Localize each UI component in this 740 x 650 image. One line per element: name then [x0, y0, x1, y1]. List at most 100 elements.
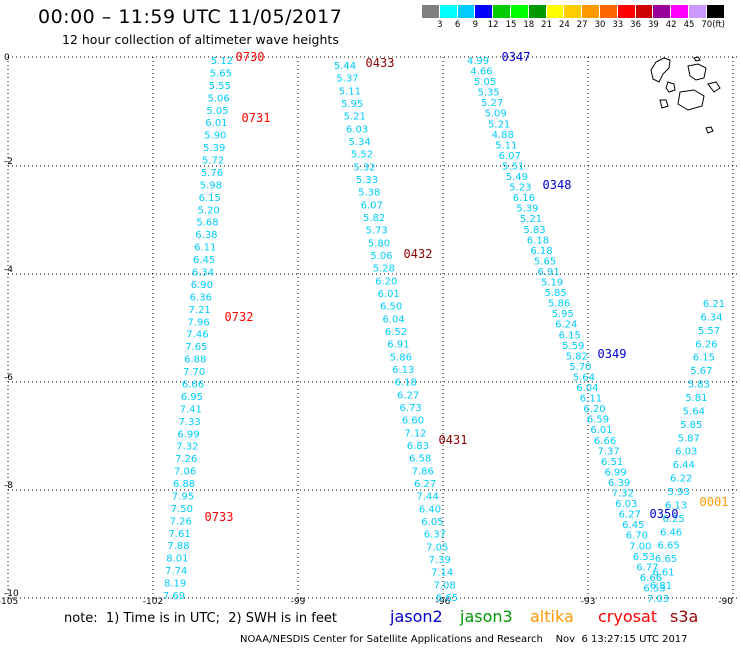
- wave-height-value: 6.91: [387, 340, 409, 351]
- wave-height-value: 7.06: [174, 467, 196, 478]
- wave-height-value: 6.36: [190, 292, 212, 303]
- wave-height-value: 5.70: [569, 362, 591, 373]
- wave-height-value: 7.26: [170, 516, 192, 527]
- y-tick-label: -2: [4, 157, 13, 167]
- legend-label: 33: [612, 20, 624, 30]
- wave-height-value: 6.90: [191, 280, 213, 291]
- wave-height-value: 5.38: [358, 188, 380, 199]
- wave-height-value: 5.35: [477, 88, 499, 99]
- wave-height-value: 7.74: [165, 566, 187, 577]
- y-tick-label: -6: [4, 373, 13, 383]
- wave-height-value: 7.12: [404, 428, 426, 439]
- legend-swatch: [564, 5, 583, 18]
- wave-height-value: 6.66: [182, 379, 204, 390]
- wave-height-value: 4.99: [467, 56, 489, 67]
- wave-height-value: 7.50: [171, 504, 193, 515]
- wave-height-value: 7.88: [167, 541, 189, 552]
- pass-label: 0433: [366, 56, 395, 70]
- wave-height-value: 7.32: [612, 489, 634, 500]
- wave-height-value: 5.28: [373, 264, 395, 275]
- wave-height-value: 6.66: [594, 436, 616, 447]
- wave-height-value: 6.59: [587, 415, 609, 426]
- map-title: 00:00 – 11:59 UTC 11/05/2017: [38, 6, 343, 28]
- wave-height-value: 6.04: [576, 383, 598, 394]
- wave-height-value: 6.01: [378, 289, 400, 300]
- wave-height-value: 6.77: [636, 562, 658, 573]
- wave-height-value: 5.68: [196, 218, 218, 229]
- wave-height-value: 6.22: [670, 474, 692, 485]
- wave-height-value: 7.00: [629, 541, 651, 552]
- wave-height-value: 7.26: [175, 454, 197, 465]
- legend-label: 3: [437, 20, 443, 30]
- wave-height-value: 5.86: [390, 352, 412, 363]
- legend-swatch: [706, 5, 725, 18]
- wave-height-value: 6.26: [695, 339, 717, 350]
- wave-height-value: 6.65: [657, 541, 679, 552]
- wave-height-value: 5.11: [495, 140, 517, 151]
- wave-height-value: 6.13: [665, 500, 687, 511]
- wave-height-value: 6.27: [397, 390, 419, 401]
- wave-height-map: -105-102-99-96-93-900-2-4-6-8-10 5.125.6…: [0, 50, 740, 605]
- wave-height-value: 5.67: [690, 366, 712, 377]
- wave-height-value: 5.65: [210, 68, 232, 79]
- wave-height-value: 6.70: [626, 531, 648, 542]
- galapagos-coastline: [650, 56, 721, 134]
- wave-height-value: 5.12: [211, 56, 233, 67]
- x-tick-label: -93: [581, 597, 596, 605]
- wave-height-value: 6.15: [559, 330, 581, 341]
- x-tick-label: -102: [143, 597, 163, 605]
- legend-swatch: [510, 5, 529, 18]
- wave-height-value: 6.15: [199, 193, 221, 204]
- legend-label: 70: [701, 20, 713, 30]
- wave-height-value: 6.25: [662, 514, 684, 525]
- track-4: 6.21 6.34 5.57 6.26 6.15 5.67 5.83 5.81 5.64 5.85…: [650, 299, 725, 592]
- x-tick-label: -96: [436, 597, 451, 605]
- y-tick-label: 0: [4, 53, 10, 63]
- wave-height-value: 7.08: [433, 580, 455, 591]
- legend-swatch: [422, 5, 440, 18]
- wave-height-value: 6.61: [652, 568, 674, 579]
- wave-height-value: 5.33: [356, 175, 378, 186]
- legend-label: 42: [665, 20, 677, 30]
- wave-height-value: 5.55: [209, 81, 231, 92]
- legend-label: 36: [630, 20, 642, 30]
- wave-height-value: 6.03: [615, 499, 637, 510]
- wave-height-value: 5.83: [523, 225, 545, 236]
- footer-note: note: 1) Time is in UTC; 2) SWH is in fe…: [64, 611, 337, 626]
- wave-height-value: 5.85: [545, 288, 567, 299]
- wave-height-value: 4.66: [470, 67, 492, 78]
- wave-height-value: 7.37: [597, 446, 619, 457]
- wave-height-value: 5.65: [534, 256, 556, 267]
- wave-height-value: 6.21: [703, 299, 725, 310]
- wave-height-value: 6.05: [421, 517, 443, 528]
- wave-height-value: 6.46: [660, 527, 682, 538]
- wave-height-value: 6.88: [184, 355, 206, 366]
- wave-height-value: 6.27: [414, 479, 436, 490]
- wave-height-value: 5.81: [685, 393, 707, 404]
- wave-height-value: 7.65: [185, 342, 207, 353]
- legend-label: 45: [683, 20, 695, 30]
- legend-swatch: [546, 5, 565, 18]
- wave-height-value: 6.99: [605, 467, 627, 478]
- wave-height-value: 6.18: [395, 378, 417, 389]
- pass-label: 0432: [404, 247, 433, 261]
- wave-height-value: 5.34: [348, 137, 370, 148]
- wave-height-value: 6.24: [555, 320, 577, 331]
- wave-height-value: 6.39: [608, 478, 630, 489]
- wave-height-value: 5.98: [200, 180, 222, 191]
- wave-height-value: 5.39: [516, 204, 538, 215]
- legend-label: 24: [558, 20, 570, 30]
- legend-label: 27: [576, 20, 588, 30]
- wave-height-value: 5.39: [203, 143, 225, 154]
- wave-height-value: 5.37: [336, 74, 358, 85]
- wave-height-value: 7.33: [178, 417, 200, 428]
- wave-height-value: 6.18: [527, 235, 549, 246]
- wave-height-value: 5.52: [351, 150, 373, 161]
- wave-height-value: 6.73: [399, 403, 421, 414]
- wave-height-value: 5.80: [368, 238, 390, 249]
- wave-height-value: 5.82: [566, 351, 588, 362]
- wave-height-value: 7.70: [183, 367, 205, 378]
- satellite-altika: altika: [530, 607, 574, 626]
- wave-height-value: 6.53: [643, 583, 665, 594]
- wave-height-value: 6.13: [392, 365, 414, 376]
